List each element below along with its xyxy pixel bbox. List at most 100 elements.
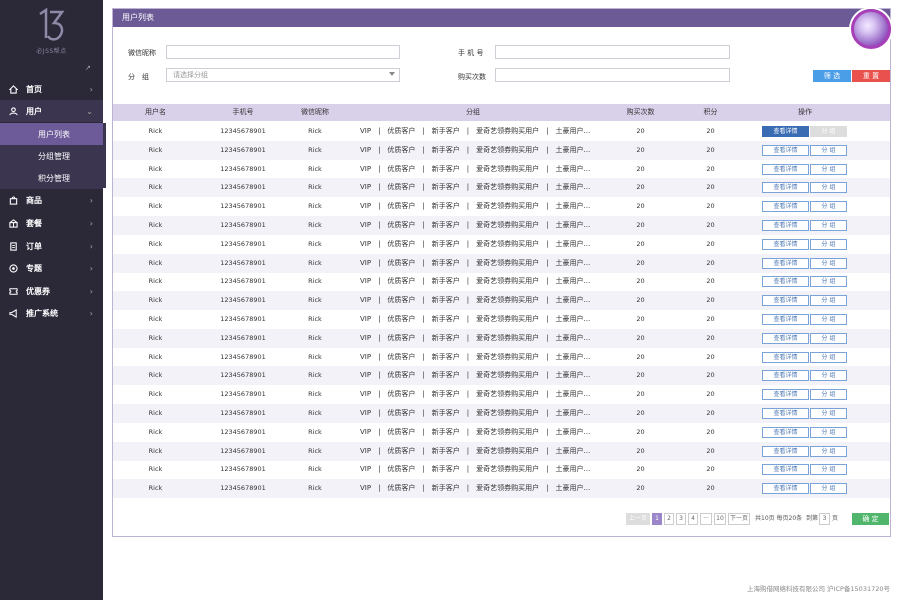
cell-phone: 12345678901	[220, 465, 266, 474]
assign-group-button[interactable]: 分 组	[810, 464, 847, 476]
cell-wechat: Rick	[308, 277, 322, 286]
cell-purchases: 20	[636, 277, 645, 286]
wechat-input[interactable]	[166, 45, 400, 59]
assign-group-button[interactable]: 分 组	[810, 314, 847, 325]
cell-username: Rick	[148, 202, 163, 211]
table-row: Rick 12345678901 Rick VIP | 优质客户 | 新手客户 | 爱…	[113, 348, 890, 367]
assign-group-button[interactable]: 分 组	[810, 445, 847, 457]
view-details-button[interactable]: 查看详情	[762, 483, 809, 495]
nav-item-order[interactable]: 订单 ›	[0, 235, 103, 257]
table-row: Rick 12345678901 Rick VIP | 优质客户 | 新手客户 | 爱…	[113, 328, 890, 348]
purchases-input[interactable]	[495, 68, 730, 82]
nav-item-promotion[interactable]: 推广系统 ›	[0, 302, 103, 324]
cell-wechat: Rick	[308, 164, 322, 173]
panel-title: 用户列表	[113, 9, 890, 27]
cell-groups: VIP | 优质客户 | 新手客户 | 爱奇艺领券购买用户 | 土豪用户...	[360, 409, 591, 417]
assign-group-button[interactable]: 分 组	[810, 220, 847, 231]
page-button[interactable]: 2	[664, 513, 674, 525]
assign-group-button[interactable]: 分 组	[810, 332, 847, 344]
wechat-label: 微信昵称	[128, 49, 156, 57]
subnav-points-manage[interactable]: 积分管理	[0, 167, 103, 189]
assign-group-button[interactable]: 分 组	[810, 163, 847, 175]
view-details-button[interactable]: 查看详情	[762, 370, 809, 382]
view-details-button[interactable]: 查看详情	[762, 389, 809, 401]
prev-page-button[interactable]: 上一页	[626, 513, 650, 525]
cell-phone: 12345678901	[220, 333, 266, 342]
assign-group-button[interactable]: 分 组	[810, 295, 847, 307]
assign-group-button[interactable]: 分 组	[810, 389, 847, 401]
cell-groups: VIP | 优质客户 | 新手客户 | 爱奇艺领券购买用户 | 土豪用户...	[360, 164, 591, 173]
confirm-page-button[interactable]: 确 定	[852, 513, 889, 525]
view-details-button[interactable]: 查看详情	[762, 220, 809, 231]
cell-username: Rick	[148, 484, 163, 493]
nav-item-coupon[interactable]: 优惠券 ›	[0, 280, 103, 302]
view-details-button[interactable]: 查看详情	[762, 163, 809, 175]
next-page-button[interactable]: 下一页	[728, 513, 750, 525]
page-button[interactable]: 1	[652, 513, 662, 525]
phone-input[interactable]	[495, 45, 730, 59]
cell-phone: 12345678901	[220, 183, 266, 192]
cell-phone: 12345678901	[220, 371, 266, 380]
cell-wechat: Rick	[308, 202, 322, 211]
cell-points: 20	[706, 352, 715, 361]
assign-group-button[interactable]: 分 组	[810, 408, 847, 419]
view-details-button[interactable]: 查看详情	[762, 408, 809, 419]
assign-group-button[interactable]: 分 组	[810, 201, 847, 213]
goto-page-input[interactable]: 3	[819, 513, 830, 525]
cell-username: Rick	[148, 409, 163, 417]
view-details-button[interactable]: 查看详情	[762, 182, 809, 194]
cell-points: 20	[706, 164, 715, 173]
nav-item-user[interactable]: 用户 ⌄	[0, 100, 103, 122]
assign-group-button[interactable]: 分 组	[810, 126, 847, 137]
cell-points: 20	[706, 446, 715, 455]
view-details-button[interactable]: 查看详情	[762, 201, 809, 213]
nav-label: 订单	[26, 241, 42, 251]
cell-phone: 12345678901	[220, 427, 266, 436]
cell-wechat: Rick	[308, 183, 322, 192]
view-details-button[interactable]: 查看详情	[762, 332, 809, 344]
assign-group-button[interactable]: 分 组	[810, 426, 847, 438]
assign-group-button[interactable]: 分 组	[810, 351, 847, 363]
view-details-button[interactable]: 查看详情	[762, 295, 809, 307]
cell-username: Rick	[148, 277, 163, 286]
assign-group-button[interactable]: 分 组	[810, 370, 847, 382]
cell-purchases: 20	[636, 258, 645, 267]
filter-button[interactable]: 筛 选	[813, 70, 851, 82]
view-details-button[interactable]: 查看详情	[762, 445, 809, 457]
page-button[interactable]: 4	[688, 513, 698, 525]
cell-groups: VIP | 优质客户 | 新手客户 | 爱奇艺领券购买用户 | 土豪用户...	[360, 427, 591, 436]
nav-item-home[interactable]: 首页 ›	[0, 78, 103, 100]
assign-group-button[interactable]: 分 组	[810, 276, 847, 288]
nav-item-topic[interactable]: 专题 ›	[0, 257, 103, 279]
view-details-button[interactable]: 查看详情	[762, 126, 809, 137]
subnav-group-manage[interactable]: 分组管理	[0, 145, 103, 167]
page-button[interactable]: 3	[676, 513, 686, 525]
view-details-button[interactable]: 查看详情	[762, 238, 809, 250]
cell-purchases: 20	[636, 390, 645, 399]
view-details-button[interactable]: 查看详情	[762, 426, 809, 438]
megaphone-icon	[8, 308, 18, 318]
page-button[interactable]: 10	[714, 513, 726, 525]
table-row: Rick 12345678901 Rick VIP | 优质客户 | 新手客户 | 爱…	[113, 423, 890, 442]
subnav-user-list[interactable]: 用户列表	[0, 123, 103, 145]
assign-group-button[interactable]: 分 组	[810, 144, 847, 156]
assign-group-button[interactable]: 分 组	[810, 238, 847, 250]
reset-button[interactable]: 重 置	[852, 70, 890, 82]
view-details-button[interactable]: 查看详情	[762, 144, 809, 156]
nav-item-package[interactable]: 套餐 ›	[0, 212, 103, 234]
cell-points: 20	[706, 258, 715, 267]
chevron-right-icon: ›	[89, 218, 93, 228]
view-details-button[interactable]: 查看详情	[762, 276, 809, 288]
group-select[interactable]: 请选择分组	[166, 68, 400, 82]
view-details-button[interactable]: 查看详情	[762, 257, 809, 269]
assign-group-button[interactable]: 分 组	[810, 182, 847, 194]
avatar[interactable]	[851, 9, 891, 49]
view-details-button[interactable]: 查看详情	[762, 351, 809, 363]
phone-label: 手 机 号	[458, 49, 484, 57]
nav-item-product[interactable]: 商品 ›	[0, 189, 103, 211]
view-details-button[interactable]: 查看详情	[762, 464, 809, 476]
assign-group-button[interactable]: 分 组	[810, 257, 847, 269]
view-details-button[interactable]: 查看详情	[762, 314, 809, 325]
collapse-sidebar-icon[interactable]: ↗	[85, 64, 91, 72]
assign-group-button[interactable]: 分 组	[810, 483, 847, 495]
